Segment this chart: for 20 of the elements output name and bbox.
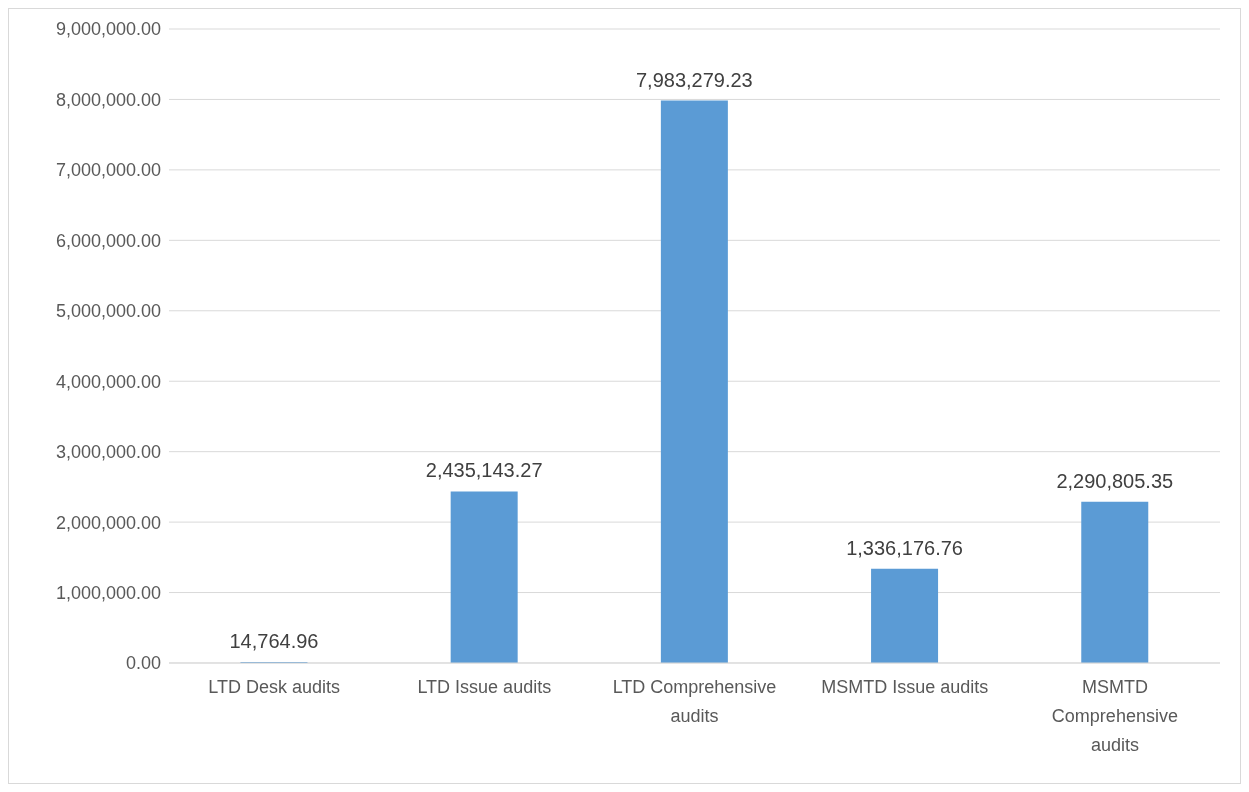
y-tick-label: 5,000,000.00 bbox=[55, 301, 161, 322]
x-tick-label: LTD Desk audits bbox=[208, 677, 340, 697]
y-tick-label: 2,000,000.00 bbox=[55, 512, 161, 533]
x-tick-label: LTD Comprehensive audits bbox=[612, 677, 777, 726]
y-tick-label: 3,000,000.00 bbox=[55, 442, 161, 463]
y-tick-label: 4,000,000.00 bbox=[55, 371, 161, 392]
data-label: 2,290,805.35 bbox=[1056, 469, 1174, 492]
y-tick-label: 8,000,000.00 bbox=[55, 89, 161, 110]
x-tick-label: MSMTD Issue audits bbox=[821, 677, 989, 697]
y-tick-label: 0.00 bbox=[125, 653, 161, 674]
y-tick-label: 1,000,000.00 bbox=[55, 582, 161, 603]
y-tick-label: 6,000,000.00 bbox=[55, 230, 161, 251]
x-tick-label: LTD Issue audits bbox=[417, 677, 552, 697]
y-tick-label: 7,000,000.00 bbox=[55, 160, 161, 181]
data-label: 1,336,176.76 bbox=[846, 536, 963, 559]
data-label: 7,983,279.23 bbox=[635, 68, 753, 91]
x-tick-label: MSMTD Comprehensive audits bbox=[1051, 677, 1178, 755]
data-label: 2,435,143.27 bbox=[425, 459, 543, 482]
data-label: 14,764.96 bbox=[229, 629, 319, 652]
y-tick-label: 9,000,000.00 bbox=[55, 19, 161, 40]
